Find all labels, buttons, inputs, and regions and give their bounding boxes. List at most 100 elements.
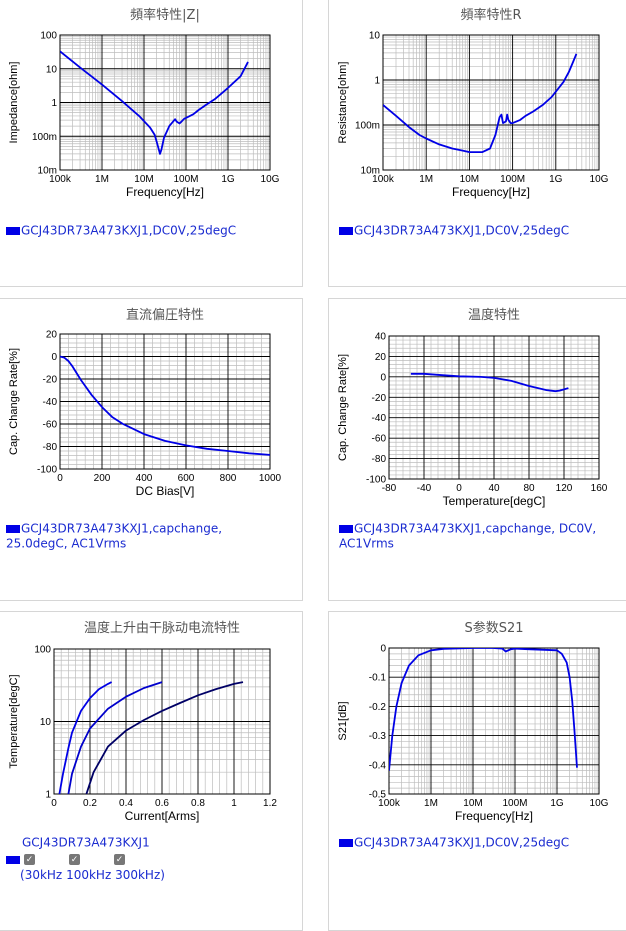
legend-s21[interactable]: GCJ43DR73A473KXJ1,DC0V,25degC [339, 835, 569, 850]
y-tick-label: 0 [51, 352, 57, 363]
chart-heating: 温度上升由干脉动电流特性 0 0.2 0.4 0.6 0.8 1 1.2 1 10 100 Curre… [8, 620, 277, 823]
y-axis-label: S21[dB] [337, 701, 349, 740]
x-tick-label: 200 [94, 473, 111, 484]
x-tick-label: 1 [231, 798, 237, 809]
plot-frame [382, 34, 600, 171]
y-tick-label: 100 [34, 645, 51, 656]
x-tick-label: 400 [136, 473, 153, 484]
y-tick-label: 10 [369, 31, 381, 42]
panel-s21: S参数S21 100k 1M 10M 100M 1G 10G 0 -0.1 -0.2 -0.3 -0.… [328, 611, 626, 931]
y-tick-label: -60 [372, 434, 387, 445]
chart-title: 温度特性 [468, 307, 520, 323]
x-tick-label: 1.2 [263, 798, 277, 809]
y-tick-label: -0.2 [369, 702, 387, 713]
x-tick-label: 100k [372, 174, 395, 185]
x-tick-label: 80 [523, 483, 535, 494]
series-line [410, 372, 569, 393]
y-tick-label: 0 [380, 372, 386, 383]
chart-resistance: 頻率特性R 100k 1M 10M 100M 1G 10G 10m 100m 1 10 Frequen… [337, 7, 609, 199]
y-tick-label: 20 [46, 330, 58, 341]
y-tick-label: 10m [38, 166, 57, 177]
legend-resistance[interactable]: GCJ43DR73A473KXJ1,DC0V,25degC [339, 223, 569, 238]
series-line-100khz [67, 681, 163, 794]
series-line [60, 50, 249, 155]
legend-text: GCJ43DR73A473KXJ1,DC0V,25degC [21, 223, 237, 238]
y-tick-label: 100 [40, 31, 57, 42]
x-axis-label: Frequency[Hz] [126, 185, 204, 199]
legend-impedance[interactable]: GCJ43DR73A473KXJ1,DC0V,25degC [6, 223, 236, 238]
checkbox-30khz[interactable]: ✓ [24, 854, 35, 866]
x-axis-label: Frequency[Hz] [452, 185, 530, 199]
x-tick-label: 10M [460, 174, 479, 185]
x-tick-label: 0 [51, 798, 57, 809]
x-tick-label: 0.6 [155, 798, 169, 809]
legend-text: GCJ43DR73A473KXJ1,DC0V,25degC [354, 835, 570, 850]
x-tick-label: 1G [550, 798, 564, 809]
x-tick-label: 800 [220, 473, 237, 484]
y-tick-label: 1 [51, 98, 57, 109]
checkbox-300khz[interactable]: ✓ [114, 854, 125, 866]
y-tick-label: 100m [355, 121, 380, 132]
panel-heating: 温度上升由干脉动电流特性 0 0.2 0.4 0.6 0.8 1 1.2 1 10 100 Curre… [0, 611, 303, 931]
series-line [60, 355, 270, 456]
legend-dcbias[interactable]: GCJ43DR73A473KXJ1,capchange, 25.0degC, A… [6, 521, 256, 550]
x-tick-label: 0 [57, 473, 63, 484]
x-tick-label: 100k [378, 798, 401, 809]
panel-resistance: 頻率特性R 100k 1M 10M 100M 1G 10G 10m 100m 1 10 Frequen… [328, 0, 626, 287]
y-tick-label: 1 [374, 76, 380, 87]
plot-frame [53, 648, 271, 795]
y-tick-label: 10 [46, 64, 58, 75]
plot-frame [59, 34, 271, 171]
series-line [389, 648, 578, 771]
y-tick-label: -0.1 [369, 673, 387, 684]
x-tick-label: 100M [500, 174, 525, 185]
checkbox-100khz[interactable]: ✓ [69, 854, 80, 866]
x-tick-label: 40 [488, 483, 500, 494]
y-axis-label: Temperature[degC] [8, 674, 20, 768]
series-line-300khz [85, 681, 244, 794]
y-tick-label: -0.5 [369, 790, 387, 801]
y-tick-label: 1 [45, 790, 51, 801]
plot-frame [388, 335, 600, 480]
x-axis-label: DC Bias[V] [136, 484, 195, 498]
y-tick-label: -60 [43, 420, 58, 431]
chart-title: 頻率特性|Z| [130, 7, 200, 23]
x-tick-label: 1G [549, 174, 563, 185]
y-tick-label: 10 [40, 717, 52, 728]
chart-title: 直流偏圧特性 [126, 308, 204, 323]
legend-swatch [6, 855, 20, 864]
legend-text: GCJ43DR73A473KXJ1,DC0V,25degC [354, 223, 570, 238]
x-tick-label: 10G [261, 174, 280, 185]
x-tick-label: 10M [134, 174, 153, 185]
legend-swatch [339, 838, 353, 847]
chart-title: 頻率特性R [460, 7, 521, 23]
legend-text: GCJ43DR73A473KXJ1 [22, 835, 150, 850]
x-tick-label: 10G [590, 798, 609, 809]
y-tick-label: -20 [372, 393, 387, 404]
y-tick-label: -100 [37, 465, 57, 476]
x-tick-label: 1M [419, 174, 433, 185]
y-tick-label: -40 [43, 397, 58, 408]
legend-text: GCJ43DR73A473KXJ1,capchange, DC0V, AC1Vr… [339, 521, 597, 550]
legend-heating: GCJ43DR73A473KXJ1 [22, 835, 150, 850]
y-tick-label: -20 [43, 375, 58, 386]
y-axis-label: Resistance[ohm] [337, 62, 349, 144]
x-tick-label: 1M [95, 174, 109, 185]
x-tick-label: -40 [417, 483, 432, 494]
chart-impedance: 頻率特性|Z| 100k 1M 10M 100M 1G 10G 10m 100m 1 10 100 Fr… [8, 7, 280, 199]
y-tick-label: -40 [372, 413, 387, 424]
checkbox-row: ✓ ✓ ✓ [6, 852, 125, 866]
panel-impedance: 頻率特性|Z| 100k 1M 10M 100M 1G 10G 10m 100m 1 10 100 Fr… [0, 0, 303, 287]
x-tick-label: 600 [178, 473, 195, 484]
legend-temperature[interactable]: GCJ43DR73A473KXJ1,capchange, DC0V, AC1Vr… [339, 521, 609, 550]
check-label-100khz: 100kHz [66, 868, 112, 882]
check-label-300khz: 300kHz [115, 868, 161, 882]
chart-title: 温度上升由干脉动电流特性 [84, 620, 240, 636]
x-tick-label: 1G [221, 174, 235, 185]
x-tick-label: 1000 [259, 473, 282, 484]
plot-frame [59, 333, 271, 470]
x-axis-label: Temperature[degC] [443, 494, 546, 508]
y-axis-label: Impedance[ohm] [8, 62, 20, 144]
y-tick-label: 0 [380, 644, 386, 655]
x-axis-label: Current[Arms] [125, 809, 200, 823]
